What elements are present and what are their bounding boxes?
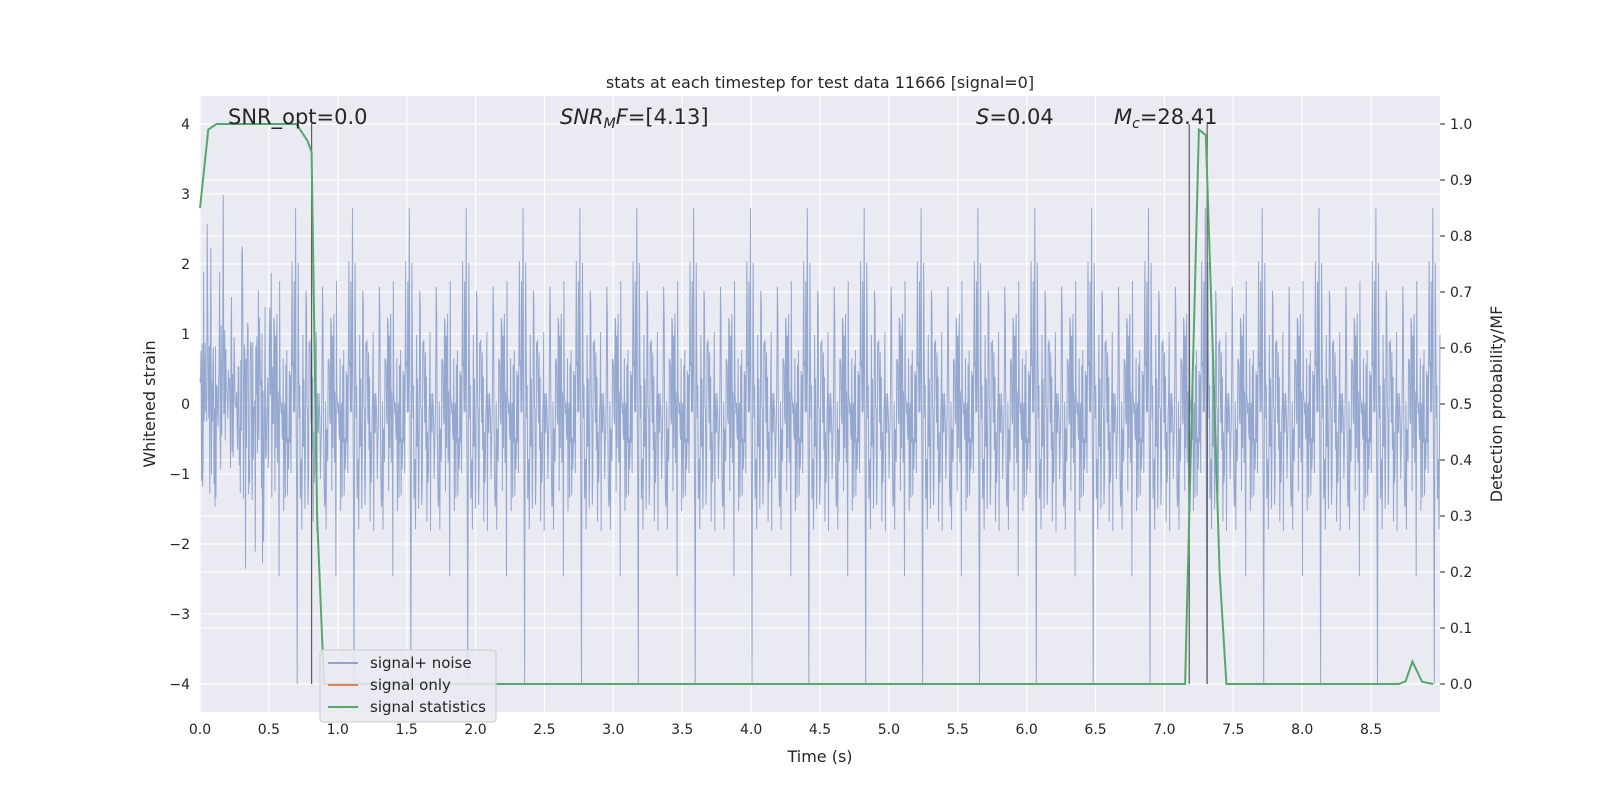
annotation-mc: Mc=28.41 [1114, 105, 1218, 132]
y-right-tick-label: 0.7 [1450, 285, 1472, 301]
y-left-tick-label: 4 [181, 117, 190, 133]
annotation-snr-mf-rest: =[4.13] [628, 105, 709, 129]
x-tick-label: 7.5 [1222, 722, 1244, 738]
legend-label-signal-statistics: signal statistics [370, 698, 486, 716]
y-left-tick-label: 0 [181, 397, 190, 413]
y-right-tick-label: 0.0 [1450, 677, 1472, 693]
signal-statistics-line [199, 123, 1434, 685]
annotation-snr-mf: SNRMF=[4.13] [560, 105, 709, 132]
x-tick-label: 1.0 [327, 722, 349, 738]
x-tick-label: 5.5 [947, 722, 969, 738]
y-left-tick-labels: 4 3 2 1 0 −1 −2 −3 −4 [169, 117, 190, 693]
x-tick-label: 6.0 [1016, 722, 1038, 738]
y-right-tick-label: 0.9 [1450, 173, 1472, 189]
y-right-tick-label: 0.6 [1450, 341, 1472, 357]
series-signal-noise [199, 195, 1441, 685]
y-left-tick-label: 2 [181, 257, 190, 273]
y-left-tick-label: −1 [169, 467, 190, 483]
x-tick-label: 7.0 [1153, 722, 1175, 738]
x-tick-label: 8.0 [1291, 722, 1313, 738]
x-tick-label: 2.0 [464, 722, 486, 738]
legend-label-signal-only: signal only [370, 676, 451, 694]
y-right-tick-labels: 1.0 0.9 0.8 0.7 0.6 0.5 0.4 0.3 0.2 0.1 0.0 [1440, 117, 1472, 693]
annotation-s-value: =0.04 [989, 105, 1053, 129]
legend-box [319, 649, 497, 723]
x-tick-label: 5.0 [878, 722, 900, 738]
annotation-mc-sub: c [1132, 116, 1140, 132]
series-signal-statistics [199, 123, 1434, 685]
x-tick-label: 3.0 [602, 722, 624, 738]
x-tick-label: 2.5 [533, 722, 555, 738]
legend: signal+ noise signal only signal statist… [319, 649, 497, 723]
y-right-tick-label: 0.2 [1450, 565, 1472, 581]
y-right-tick-label: 0.8 [1450, 229, 1472, 245]
y-right-tick-label: 1.0 [1450, 117, 1472, 133]
legend-label-signal-noise: signal+ noise [370, 654, 472, 672]
annotation-mc-value: =28.41 [1140, 105, 1218, 129]
y-right-tick-label: 0.3 [1450, 509, 1472, 525]
annotation-mc-base: M [1114, 105, 1132, 129]
x-axis-label: Time (s) [786, 747, 852, 766]
x-tick-label: 0.0 [189, 722, 211, 738]
y-left-tick-label: −4 [169, 677, 190, 693]
y-left-tick-label: 3 [181, 187, 190, 203]
x-tick-label: 6.5 [1084, 722, 1106, 738]
annotation-snr-mf-rest-italic: F [616, 105, 629, 129]
y-left-tick-label: −3 [169, 607, 190, 623]
x-tick-label: 4.0 [740, 722, 762, 738]
x-tick-label: 8.5 [1360, 722, 1382, 738]
y-right-tick-label: 0.5 [1450, 397, 1472, 413]
x-tick-label: 0.5 [258, 722, 280, 738]
y-left-tick-label: 1 [181, 327, 190, 343]
x-tick-label: 4.5 [809, 722, 831, 738]
annotation-s-name: S [976, 105, 989, 129]
annotation-snr-mf-base: SNR [560, 105, 604, 129]
y-right-tick-label: 0.1 [1450, 621, 1472, 637]
chart-title: stats at each timestep for test data 116… [606, 73, 1034, 92]
annotation-snr-mf-sub: M [604, 116, 616, 132]
y-axis-right-label: Detection probability/MF [1487, 306, 1506, 503]
y-axis-left-label: Whitened strain [140, 340, 159, 467]
x-tick-label: 1.5 [396, 722, 418, 738]
annotation-s: S=0.04 [976, 105, 1054, 129]
signal-noise-line [199, 195, 1441, 685]
x-tick-labels: 0.0 0.5 1.0 1.5 2.0 2.5 3.0 3.5 4.0 4.5 5.0 5.5 6.0 6… [189, 722, 1382, 738]
y-left-tick-label: −2 [169, 537, 190, 553]
y-right-tick-label: 0.4 [1450, 453, 1472, 469]
annotation-snr-opt: SNR_opt=0.0 [228, 105, 368, 130]
x-tick-label: 3.5 [671, 722, 693, 738]
